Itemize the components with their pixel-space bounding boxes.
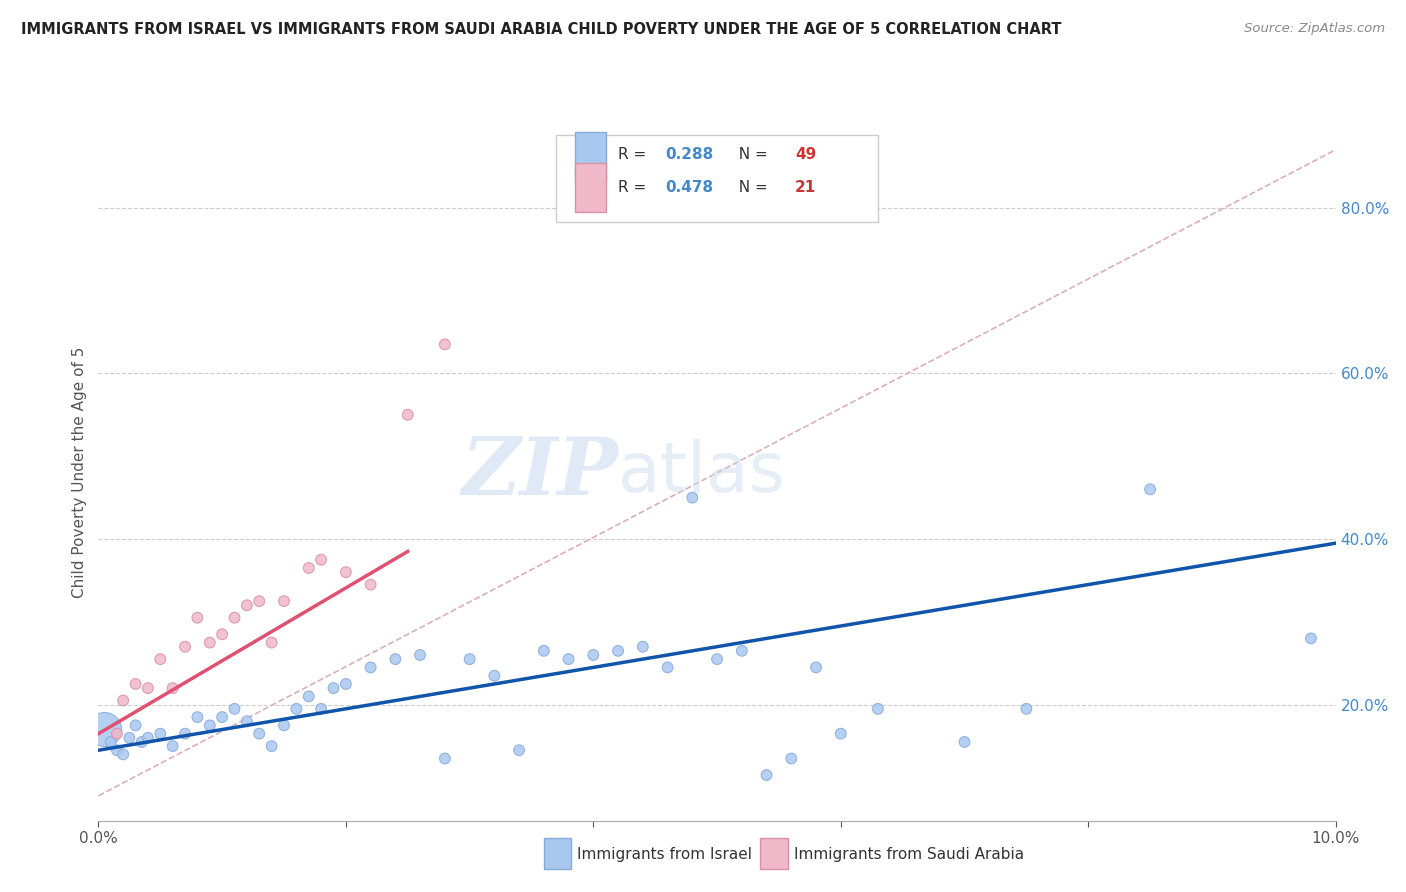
Point <box>124 718 146 732</box>
Point <box>149 652 172 666</box>
Point <box>136 731 159 745</box>
Point <box>224 702 246 716</box>
Point <box>657 660 679 674</box>
Text: R =: R = <box>619 146 651 161</box>
Point <box>224 611 246 625</box>
Point <box>260 635 283 649</box>
Point <box>118 731 141 745</box>
Text: Source: ZipAtlas.com: Source: ZipAtlas.com <box>1244 22 1385 36</box>
Point <box>433 337 456 351</box>
Point <box>260 739 283 753</box>
Point <box>755 768 778 782</box>
Point <box>830 726 852 740</box>
Text: Immigrants from Israel: Immigrants from Israel <box>578 847 752 862</box>
Point <box>433 751 456 765</box>
Text: 0.288: 0.288 <box>665 146 713 161</box>
Bar <box>575 132 606 180</box>
Text: 0.478: 0.478 <box>665 180 713 195</box>
Point <box>93 723 115 737</box>
Point <box>309 702 332 716</box>
Point <box>322 681 344 695</box>
Point <box>285 702 308 716</box>
Text: N =: N = <box>730 146 773 161</box>
Point <box>273 718 295 732</box>
Point <box>236 599 259 613</box>
Point <box>186 710 208 724</box>
Point <box>247 726 270 740</box>
Point <box>533 644 555 658</box>
Bar <box>761 838 787 870</box>
Point <box>149 726 172 740</box>
Text: IMMIGRANTS FROM ISRAEL VS IMMIGRANTS FROM SAUDI ARABIA CHILD POVERTY UNDER THE A: IMMIGRANTS FROM ISRAEL VS IMMIGRANTS FRO… <box>21 22 1062 37</box>
Point <box>1015 702 1038 716</box>
Point <box>1139 483 1161 497</box>
Text: atlas: atlas <box>619 439 786 507</box>
Point <box>866 702 889 716</box>
Point <box>508 743 530 757</box>
Point <box>706 652 728 666</box>
FancyBboxPatch shape <box>557 136 877 222</box>
Point <box>484 669 506 683</box>
Point <box>953 735 976 749</box>
Point <box>112 747 135 762</box>
Point <box>360 577 382 591</box>
Text: Immigrants from Saudi Arabia: Immigrants from Saudi Arabia <box>794 847 1024 862</box>
Point <box>780 751 803 765</box>
Point <box>731 644 754 658</box>
Point <box>557 652 579 666</box>
Point <box>236 714 259 729</box>
Text: N =: N = <box>730 180 773 195</box>
Point <box>607 644 630 658</box>
Point <box>396 408 419 422</box>
Point <box>309 552 332 567</box>
Text: 21: 21 <box>794 180 817 195</box>
Point <box>631 640 654 654</box>
Point <box>681 491 703 505</box>
Point <box>298 561 321 575</box>
Point <box>298 690 321 704</box>
Point <box>105 726 128 740</box>
Point <box>162 681 184 695</box>
Text: ZIP: ZIP <box>461 434 619 511</box>
Point <box>335 565 357 579</box>
Point <box>131 735 153 749</box>
Point <box>136 681 159 695</box>
Point <box>335 677 357 691</box>
Text: 49: 49 <box>794 146 817 161</box>
Point <box>105 743 128 757</box>
Point <box>124 677 146 691</box>
Bar <box>544 838 571 870</box>
Point <box>1299 632 1322 646</box>
Point <box>162 739 184 753</box>
Point <box>112 693 135 707</box>
Point <box>186 611 208 625</box>
Point <box>174 726 197 740</box>
Point <box>247 594 270 608</box>
Point <box>409 648 432 662</box>
Point <box>458 652 481 666</box>
Point <box>273 594 295 608</box>
Bar <box>575 163 606 212</box>
Point <box>211 627 233 641</box>
Point <box>211 710 233 724</box>
Point <box>384 652 406 666</box>
Point <box>582 648 605 662</box>
Point <box>198 718 221 732</box>
Point <box>360 660 382 674</box>
Point <box>198 635 221 649</box>
Y-axis label: Child Poverty Under the Age of 5: Child Poverty Under the Age of 5 <box>72 347 87 599</box>
Point <box>174 640 197 654</box>
Point <box>804 660 827 674</box>
Point <box>100 735 122 749</box>
Text: R =: R = <box>619 180 651 195</box>
